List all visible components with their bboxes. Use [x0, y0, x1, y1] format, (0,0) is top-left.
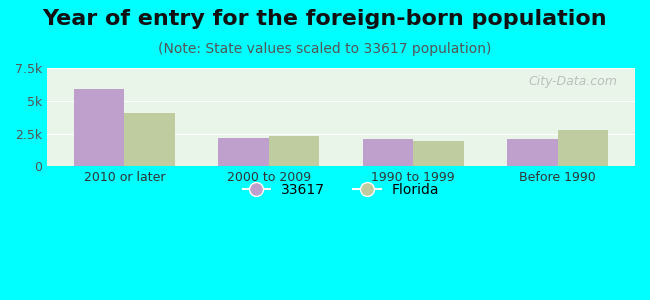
Legend: 33617, Florida: 33617, Florida	[237, 178, 445, 203]
Bar	[74, 89, 124, 166]
Bar	[124, 112, 175, 166]
Text: (Note: State values scaled to 33617 population): (Note: State values scaled to 33617 popu…	[159, 42, 491, 56]
Text: City-Data.com: City-Data.com	[528, 75, 618, 88]
Bar	[363, 140, 413, 166]
Bar	[558, 130, 608, 166]
Text: Year of entry for the foreign-born population: Year of entry for the foreign-born popul…	[43, 9, 607, 29]
Bar	[413, 141, 464, 166]
Bar	[507, 140, 558, 166]
Bar	[218, 138, 269, 166]
Bar	[269, 136, 319, 166]
